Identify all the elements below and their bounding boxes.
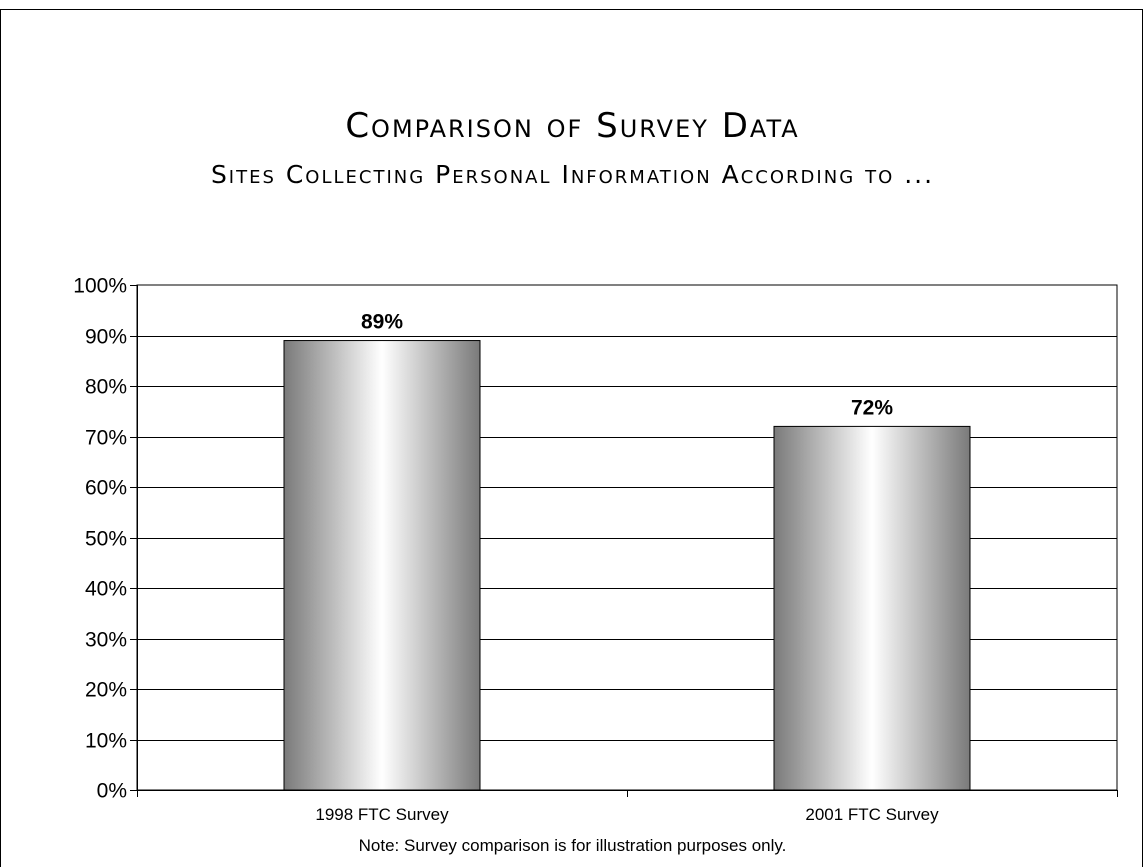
bar-value-label: 89% [361, 311, 403, 334]
chart-title: Comparison of Survey Data [345, 106, 800, 146]
chart-note: Note: Survey comparison is for illustrat… [358, 836, 787, 855]
chart-frame [0, 9, 1143, 867]
y-tick-label: 90% [85, 326, 127, 349]
y-tick-label: 70% [85, 427, 127, 450]
bar [283, 340, 481, 791]
x-category-label: 2001 FTC Survey [805, 805, 939, 824]
y-tick-label: 80% [85, 376, 127, 399]
y-tick-label: 60% [85, 477, 127, 500]
y-tick-label: 10% [85, 730, 127, 753]
bar [773, 425, 971, 791]
y-tick-label: 20% [85, 679, 127, 702]
y-tick-label: 30% [85, 629, 127, 652]
y-tick-label: 100% [73, 275, 127, 298]
y-tick-label: 0% [97, 780, 127, 803]
y-tick-label: 50% [85, 528, 127, 551]
x-category-label: 1998 FTC Survey [315, 805, 449, 824]
bar-value-label: 72% [851, 396, 893, 419]
y-tick-label: 40% [85, 578, 127, 601]
chart-subtitle: Sites Collecting Personal Information Ac… [210, 160, 935, 189]
